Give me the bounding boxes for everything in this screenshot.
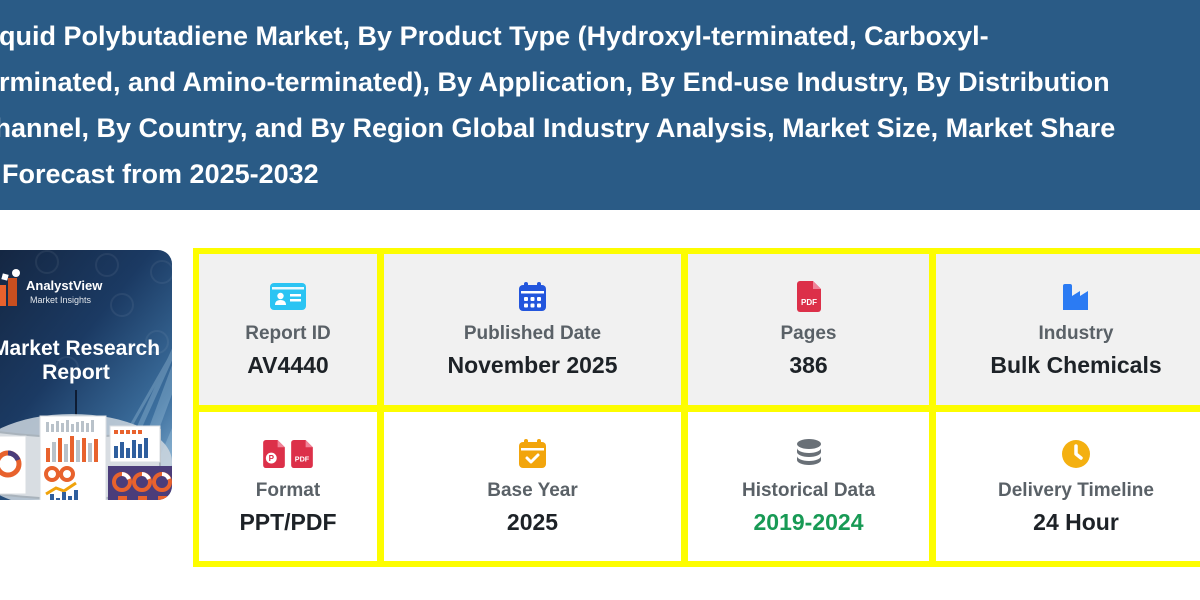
page-title-line-3: Channel, By Country, and By Region Globa… bbox=[0, 105, 1115, 151]
card-value: November 2025 bbox=[447, 352, 617, 379]
card-value: 386 bbox=[789, 352, 827, 379]
card-value: AV4440 bbox=[247, 352, 328, 379]
report-cover-illustration: AnalystView Market Insights Market Resea… bbox=[0, 250, 172, 500]
cover-title-line-1: Market Research bbox=[0, 337, 160, 360]
page-header: Liquid Polybutadiene Market, By Product … bbox=[0, 0, 1200, 210]
card-report-id: Report ID AV4440 bbox=[199, 254, 377, 405]
card-value: 2019-2024 bbox=[754, 509, 864, 536]
chart-doc-left bbox=[0, 436, 26, 494]
card-label: Base Year bbox=[487, 480, 578, 502]
card-base-year: Base Year 2025 bbox=[384, 412, 681, 561]
cover-title-line-2: Report bbox=[42, 361, 110, 384]
card-label: Historical Data bbox=[742, 480, 875, 502]
svg-text:PDF: PDF bbox=[295, 454, 310, 463]
card-label: Report ID bbox=[245, 323, 331, 345]
card-label: Industry bbox=[1039, 323, 1114, 345]
page-title-line-2: terminated, and Amino-terminated), By Ap… bbox=[0, 59, 1115, 105]
card-value: 2025 bbox=[507, 509, 558, 536]
file-pdf-icon: PDF bbox=[291, 440, 313, 468]
card-historical-data: Historical Data 2019-2024 bbox=[688, 412, 929, 561]
card-label: Published Date bbox=[464, 323, 601, 345]
svg-text:PDF: PDF bbox=[801, 298, 817, 307]
brand-name: AnalystView bbox=[26, 278, 103, 293]
card-format: P PDF Format PPT/PDF bbox=[199, 412, 377, 561]
file-pdf-icon: PDF bbox=[797, 281, 821, 313]
clock-icon bbox=[1061, 438, 1091, 470]
file-ppt-icon: P bbox=[263, 440, 285, 468]
database-icon bbox=[795, 438, 823, 470]
card-published-date: Published Date November 2025 bbox=[384, 254, 681, 405]
card-value: Bulk Chemicals bbox=[990, 352, 1161, 379]
factory-icon bbox=[1061, 281, 1091, 313]
card-label: Pages bbox=[781, 323, 837, 345]
chart-card-purple bbox=[108, 466, 172, 500]
page-title-line-1: Liquid Polybutadiene Market, By Product … bbox=[0, 13, 1115, 59]
card-label: Delivery Timeline bbox=[998, 480, 1154, 502]
card-delivery-timeline: Delivery Timeline 24 Hour bbox=[936, 412, 1200, 561]
card-industry: Industry Bulk Chemicals bbox=[936, 254, 1200, 405]
card-value: 24 Hour bbox=[1033, 509, 1119, 536]
calendar-days-icon bbox=[519, 281, 546, 313]
calendar-check-icon bbox=[519, 438, 546, 470]
card-pages: PDF Pages 386 bbox=[688, 254, 929, 405]
card-value: PPT/PDF bbox=[239, 509, 336, 536]
page-title-line-4: & Forecast from 2025-2032 bbox=[0, 151, 1115, 197]
card-label: Format bbox=[256, 480, 320, 502]
brand-subtitle: Market Insights bbox=[30, 295, 92, 305]
chart-doc-center bbox=[40, 416, 106, 500]
chart-doc-topright bbox=[110, 426, 160, 462]
id-card-icon bbox=[270, 281, 306, 313]
file-ppt-pdf-icons: P PDF bbox=[263, 438, 313, 470]
page-title: Liquid Polybutadiene Market, By Product … bbox=[0, 13, 1115, 197]
svg-text:P: P bbox=[269, 454, 275, 463]
report-cover-thumbnail: AnalystView Market Insights Market Resea… bbox=[0, 250, 172, 500]
report-info-grid: Report ID AV4440 Published Date November… bbox=[193, 248, 1200, 567]
